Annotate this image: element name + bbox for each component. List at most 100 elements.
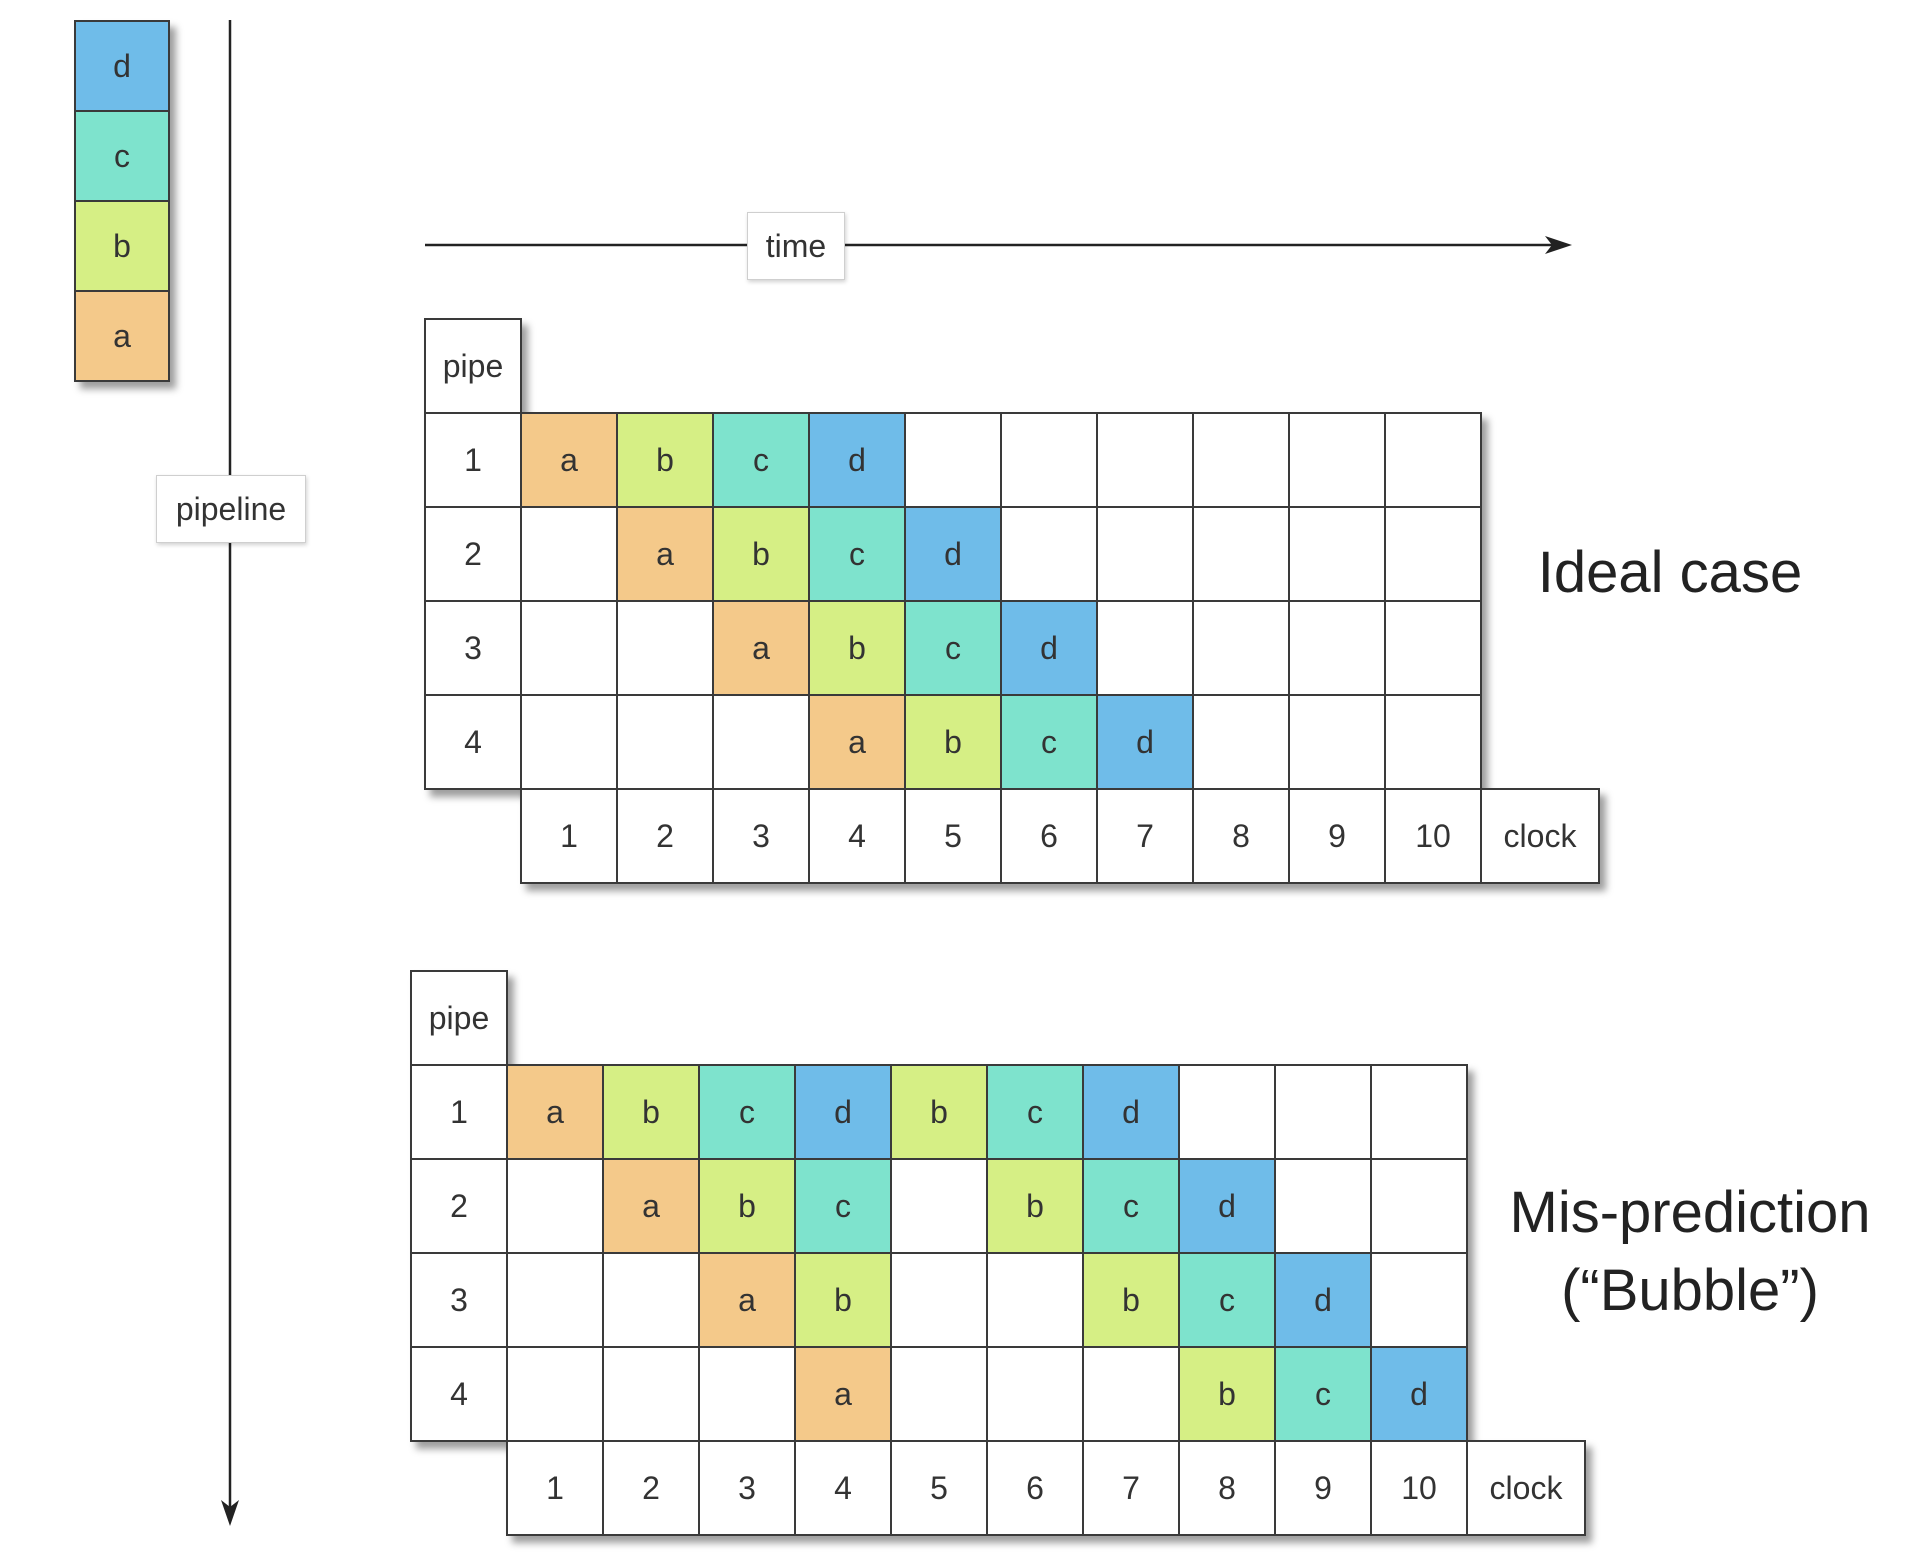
legend-instruction-b: b <box>74 200 170 292</box>
legend-instruction-d: d <box>74 20 170 112</box>
empty-cell <box>1000 412 1098 508</box>
clock-cycle-label: 10 <box>1384 788 1482 884</box>
clock-header: clock <box>1466 1440 1586 1536</box>
instruction-cell-c: c <box>698 1064 796 1160</box>
empty-cell <box>520 506 618 602</box>
pipe-header: pipe <box>410 970 508 1066</box>
clock-cycle-label: 6 <box>1000 788 1098 884</box>
clock-cycle-label: 6 <box>986 1440 1084 1536</box>
instruction-cell-c: c <box>794 1158 892 1254</box>
empty-cell <box>1384 412 1482 508</box>
clock-cycle-label: 7 <box>1082 1440 1180 1536</box>
instruction-cell-c: c <box>1082 1158 1180 1254</box>
empty-cell <box>1274 1064 1372 1160</box>
empty-cell <box>1192 694 1290 790</box>
instruction-cell-c: c <box>1178 1252 1276 1348</box>
pipeline-axis-arrowhead <box>221 1500 239 1526</box>
empty-cell <box>1370 1064 1468 1160</box>
empty-cell <box>520 600 618 696</box>
instruction-cell-b: b <box>616 412 714 508</box>
pipe-stage-label: 4 <box>410 1346 508 1442</box>
pipe-stage-label: 4 <box>424 694 522 790</box>
instruction-cell-a: a <box>520 412 618 508</box>
empty-cell <box>1384 694 1482 790</box>
empty-cell <box>1370 1158 1468 1254</box>
pipe-stage-label: 3 <box>410 1252 508 1348</box>
empty-cell <box>602 1252 700 1348</box>
instruction-cell-a: a <box>506 1064 604 1160</box>
clock-cycle-label: 1 <box>506 1440 604 1536</box>
instruction-cell-c: c <box>1000 694 1098 790</box>
clock-cycle-label: 5 <box>904 788 1002 884</box>
instruction-cell-a: a <box>602 1158 700 1254</box>
instruction-cell-b: b <box>698 1158 796 1254</box>
instruction-cell-d: d <box>1082 1064 1180 1160</box>
clock-cycle-label: 3 <box>712 788 810 884</box>
empty-cell <box>1288 506 1386 602</box>
empty-cell <box>986 1346 1084 1442</box>
empty-cell <box>986 1252 1084 1348</box>
empty-cell <box>616 694 714 790</box>
instruction-cell-c: c <box>904 600 1002 696</box>
misprediction-caption-line-2: (“Bubble”) <box>1561 1258 1819 1323</box>
clock-cycle-label: 3 <box>698 1440 796 1536</box>
empty-cell <box>1288 412 1386 508</box>
time-label: time <box>747 212 845 280</box>
ideal-case-caption: Ideal case <box>1500 534 1840 612</box>
instruction-cell-d: d <box>1096 694 1194 790</box>
empty-cell <box>1384 600 1482 696</box>
clock-cycle-label: 2 <box>602 1440 700 1536</box>
empty-cell <box>1288 694 1386 790</box>
empty-cell <box>890 1346 988 1442</box>
instruction-cell-c: c <box>808 506 906 602</box>
empty-cell <box>1178 1064 1276 1160</box>
instruction-cell-b: b <box>986 1158 1084 1254</box>
empty-cell <box>1096 506 1194 602</box>
instruction-cell-d: d <box>1000 600 1098 696</box>
empty-cell <box>1096 600 1194 696</box>
instruction-cell-a: a <box>712 600 810 696</box>
instruction-cell-a: a <box>808 694 906 790</box>
clock-header: clock <box>1480 788 1600 884</box>
ideal-case-caption-line: Ideal case <box>1537 540 1803 605</box>
instruction-cell-b: b <box>602 1064 700 1160</box>
instruction-cell-d: d <box>794 1064 892 1160</box>
instruction-cell-a: a <box>794 1346 892 1442</box>
clock-cycle-label: 8 <box>1178 1440 1276 1536</box>
pipeline-label: pipeline <box>156 475 306 543</box>
instruction-cell-c: c <box>712 412 810 508</box>
empty-cell <box>1192 506 1290 602</box>
clock-cycle-label: 9 <box>1288 788 1386 884</box>
pipeline-axis <box>221 20 239 1526</box>
empty-cell <box>1288 600 1386 696</box>
pipe-stage-label: 2 <box>424 506 522 602</box>
instruction-cell-d: d <box>1178 1158 1276 1254</box>
clock-cycle-label: 1 <box>520 788 618 884</box>
empty-cell <box>904 412 1002 508</box>
empty-cell <box>1370 1252 1468 1348</box>
instruction-cell-b: b <box>794 1252 892 1348</box>
empty-cell <box>1096 412 1194 508</box>
empty-cell <box>1274 1158 1372 1254</box>
clock-cycle-label: 10 <box>1370 1440 1468 1536</box>
empty-cell <box>1192 412 1290 508</box>
instruction-cell-d: d <box>1274 1252 1372 1348</box>
empty-cell <box>520 694 618 790</box>
misprediction-caption-line-1: Mis-prediction <box>1509 1180 1871 1245</box>
legend-instruction-c: c <box>74 110 170 202</box>
instruction-cell-b: b <box>712 506 810 602</box>
empty-cell <box>1384 506 1482 602</box>
empty-cell <box>506 1346 604 1442</box>
instruction-cell-d: d <box>808 412 906 508</box>
clock-cycle-label: 9 <box>1274 1440 1372 1536</box>
empty-cell <box>890 1158 988 1254</box>
empty-cell <box>698 1346 796 1442</box>
empty-cell <box>602 1346 700 1442</box>
time-axis <box>425 236 1572 254</box>
pipe-header: pipe <box>424 318 522 414</box>
instruction-cell-d: d <box>1370 1346 1468 1442</box>
empty-cell <box>890 1252 988 1348</box>
empty-cell <box>712 694 810 790</box>
instruction-cell-b: b <box>1178 1346 1276 1442</box>
pipe-stage-label: 3 <box>424 600 522 696</box>
